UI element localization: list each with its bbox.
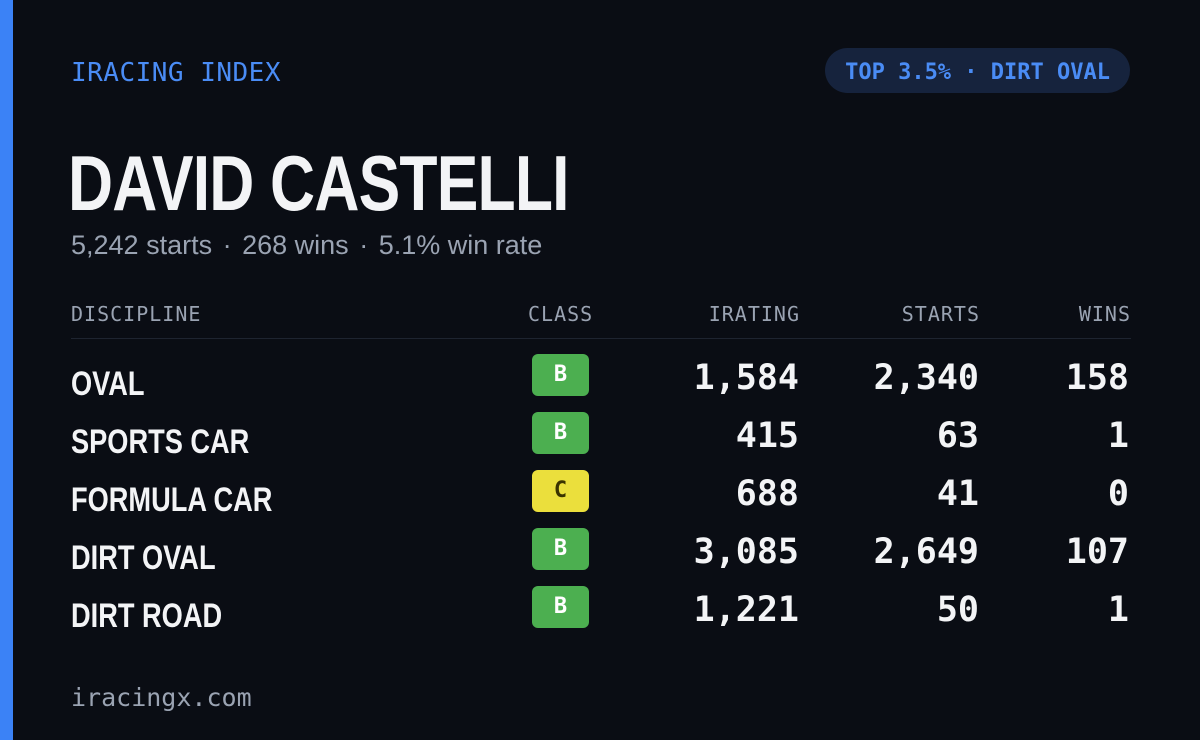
header-class: CLASS: [528, 302, 594, 326]
accent-bar: [0, 0, 13, 740]
table-row: FORMULA CAR C 688 41 0: [71, 466, 1131, 524]
wins-value: 158: [1065, 358, 1129, 398]
starts-value: 41: [936, 474, 979, 514]
table-row: OVAL B 1,584 2,340 158: [71, 350, 1131, 408]
starts-value: 50: [936, 590, 979, 630]
summary-wins: 268 wins: [242, 230, 349, 260]
driver-name: DAVID CASTELLI: [68, 139, 570, 227]
discipline-name: SPORTS CAR: [71, 423, 250, 461]
discipline-name: DIRT ROAD: [71, 597, 223, 635]
table-row: DIRT OVAL B 3,085 2,649 107: [71, 524, 1131, 582]
class-badge: B: [532, 412, 589, 454]
summary-separator: ·: [359, 230, 369, 260]
class-badge: B: [532, 586, 589, 628]
brand-label: IRACING INDEX: [71, 58, 281, 88]
wins-value: 0: [1107, 474, 1129, 514]
discipline-name: OVAL: [71, 365, 145, 403]
irating-value: 1,584: [693, 358, 799, 398]
site-url: iracingx.com: [71, 683, 252, 712]
starts-value: 2,649: [873, 532, 979, 572]
discipline-table: OVAL B 1,584 2,340 158 SPORTS CAR B 415 …: [71, 350, 1131, 640]
wins-value: 1: [1107, 590, 1129, 630]
class-badge: B: [532, 354, 589, 396]
class-badge: C: [532, 470, 589, 512]
header-discipline: DISCIPLINE: [71, 302, 202, 326]
header-irating: IRATING: [708, 302, 800, 326]
irating-value: 415: [735, 416, 799, 456]
summary-starts: 5,242 starts: [71, 230, 213, 260]
table-row: SPORTS CAR B 415 63 1: [71, 408, 1131, 466]
summary-separator: ·: [222, 230, 232, 260]
wins-value: 107: [1065, 532, 1129, 572]
rank-badge: TOP 3.5% · DIRT OVAL: [825, 48, 1130, 93]
irating-value: 3,085: [693, 532, 799, 572]
discipline-name: DIRT OVAL: [71, 539, 216, 577]
driver-summary: 5,242 starts · 268 wins · 5.1% win rate: [71, 228, 542, 262]
summary-win-rate: 5.1% win rate: [378, 230, 543, 260]
header-wins: WINS: [1078, 302, 1131, 326]
header-starts: STARTS: [901, 302, 980, 326]
wins-value: 1: [1107, 416, 1129, 456]
irating-value: 1,221: [693, 590, 799, 630]
table-row: DIRT ROAD B 1,221 50 1: [71, 582, 1131, 640]
starts-value: 63: [936, 416, 979, 456]
discipline-name: FORMULA CAR: [71, 481, 273, 519]
irating-value: 688: [735, 474, 799, 514]
starts-value: 2,340: [873, 358, 979, 398]
table-header: DISCIPLINE CLASS IRATING STARTS WINS: [71, 300, 1131, 339]
class-badge: B: [532, 528, 589, 570]
